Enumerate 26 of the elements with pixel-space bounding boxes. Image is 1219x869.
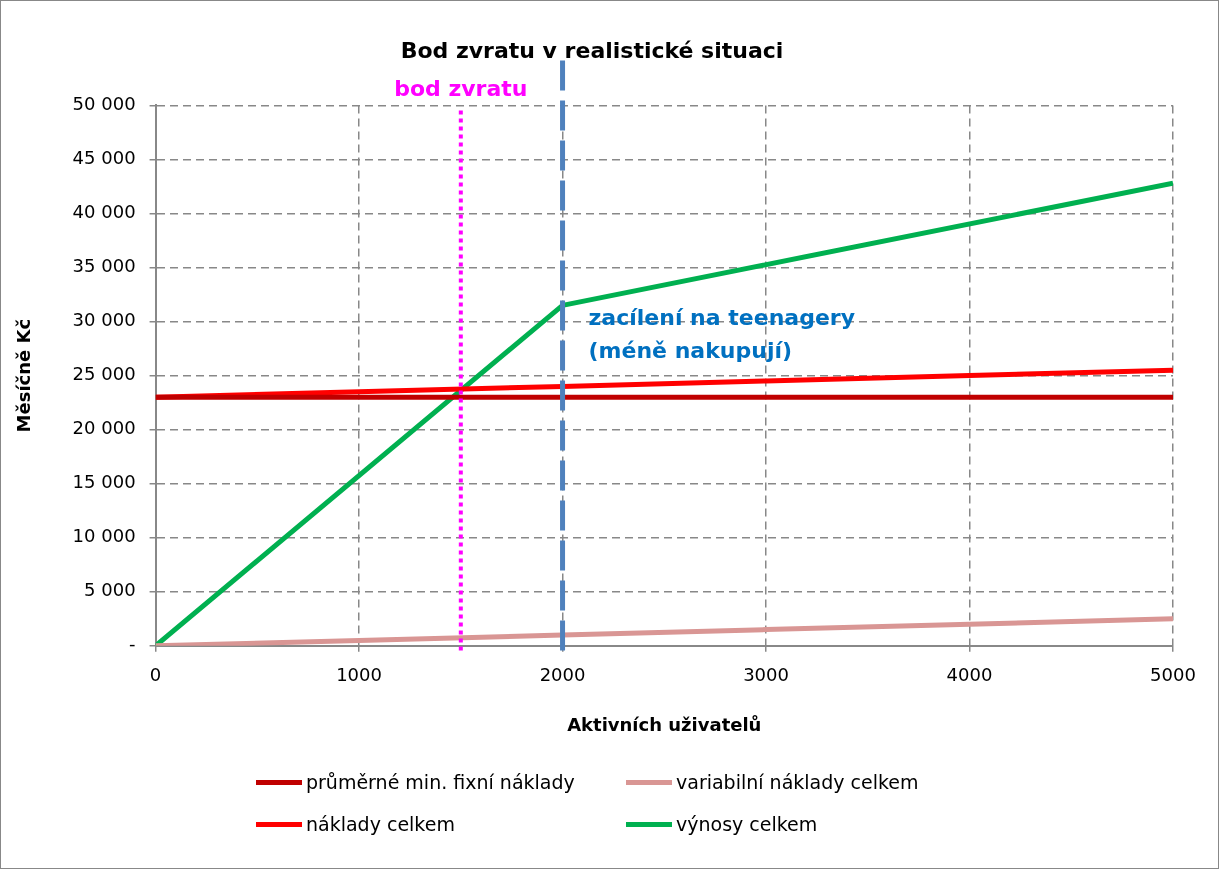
ref-line-label: zacílení na teenagery (méně nakupují) <box>588 305 855 364</box>
chart-title: Bod zvratu v realistické situaci <box>400 37 784 63</box>
x-axis-title: Aktivních uživatelů <box>567 713 762 735</box>
ref-line-label: bod zvratu <box>394 76 528 102</box>
y-tick-label: 35 000 <box>72 255 136 277</box>
legend-label: průměrné min. fixní náklady <box>306 771 575 793</box>
x-tick-label: 0 <box>149 664 162 686</box>
y-tick-label: 25 000 <box>72 363 136 385</box>
legend-label: náklady celkem <box>306 813 455 835</box>
y-tick-label: 15 000 <box>72 471 136 493</box>
y-tick-label: 20 000 <box>72 417 136 439</box>
y-tick-label: - <box>129 633 136 655</box>
y-tick-label: 30 000 <box>72 309 136 331</box>
y-tick-label: 5 000 <box>84 579 136 601</box>
legend-label: variabilní náklady celkem <box>676 771 919 793</box>
y-tick-label: 40 000 <box>72 201 136 223</box>
x-tick-label: 2000 <box>539 664 586 686</box>
x-tick-label: 3000 <box>743 664 789 686</box>
y-axis-title: Měsíčně Kč <box>13 318 35 433</box>
x-tick-label: 5000 <box>1150 664 1196 686</box>
y-tick-label: 10 000 <box>72 525 136 547</box>
y-tick-label: 45 000 <box>72 147 136 169</box>
x-tick-label: 4000 <box>946 664 993 686</box>
x-tick-label: 1000 <box>336 664 382 686</box>
legend-label: výnosy celkem <box>676 813 818 835</box>
y-tick-label: 50 000 <box>72 93 136 115</box>
